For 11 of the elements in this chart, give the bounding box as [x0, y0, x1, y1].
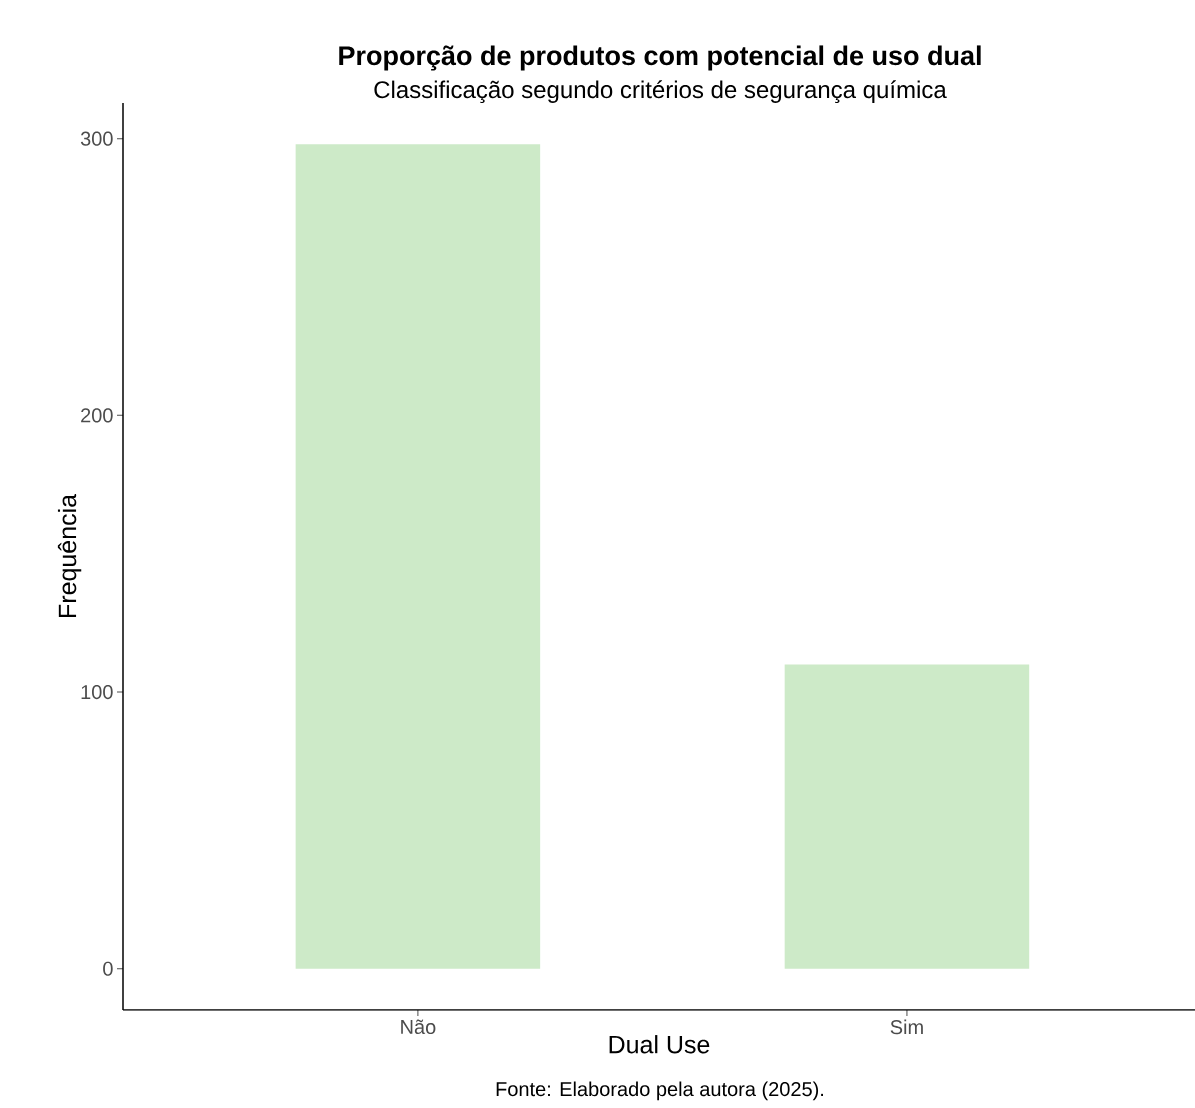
x-tick-label: Sim — [890, 1019, 923, 1035]
y-axis-title: Frequência — [57, 493, 82, 617]
y-tick-label: 100 — [81, 684, 113, 700]
y-tick-label: 0 — [103, 961, 113, 976]
y-tick-label: 200 — [81, 408, 113, 423]
x-tick-label: Não — [401, 1019, 436, 1035]
y-tick-label: 300 — [80, 131, 113, 146]
source-note: Fonte: Elaborado pela autora (2025). — [496, 1081, 824, 1101]
x-axis-title: Dual Use — [609, 1035, 710, 1054]
chart-subtitle: Classificação segundo critérios de segurança química — [374, 80, 947, 104]
chart-title: Proporção de produtos com potencial de uso dual — [339, 45, 981, 71]
